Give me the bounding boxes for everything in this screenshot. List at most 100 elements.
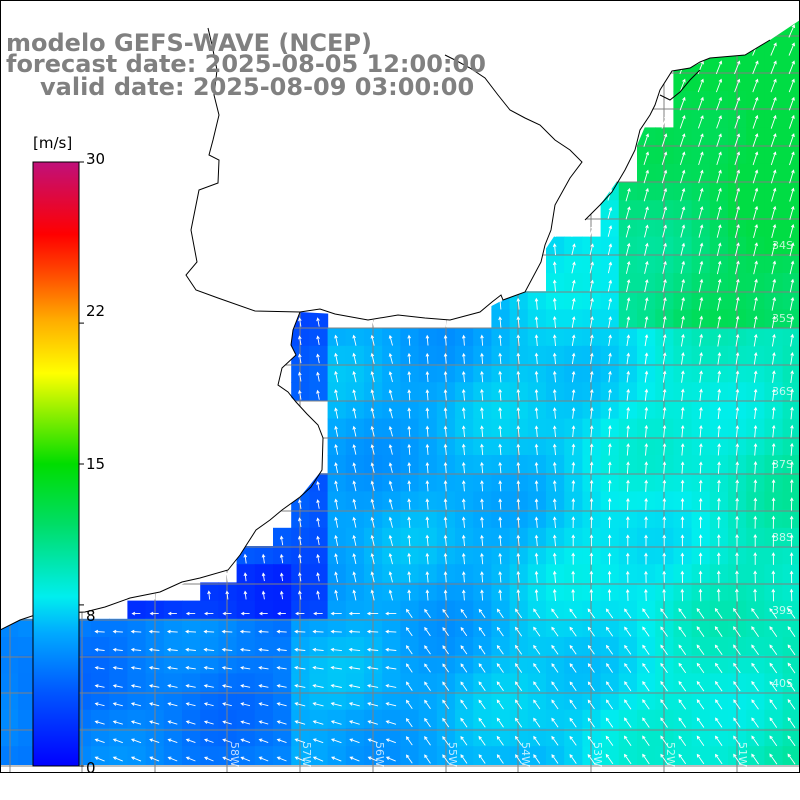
wind-arrow <box>534 443 539 456</box>
wind-arrow <box>716 570 721 584</box>
wind-arrow <box>334 553 339 564</box>
wind-arrow <box>203 629 215 634</box>
wind-arrow <box>660 735 668 747</box>
wind-speed-cell <box>600 709 620 729</box>
wind-speed-cell <box>618 709 638 729</box>
wind-speed-cell <box>309 327 329 347</box>
wind-arrow <box>443 498 448 510</box>
wind-arrow <box>334 334 339 346</box>
wind-arrow <box>753 497 758 511</box>
wind-arrow <box>589 243 594 256</box>
wind-speed-cell <box>273 582 292 602</box>
wind-arrow <box>94 720 105 725</box>
wind-speed-cell <box>673 709 693 729</box>
wind-arrow <box>113 611 123 616</box>
wind-speed-cell <box>746 582 765 602</box>
wind-arrow <box>771 424 776 438</box>
wind-speed-cell <box>273 655 292 674</box>
wind-arrow <box>388 534 393 547</box>
wind-speed-cell <box>291 546 310 565</box>
wind-arrow <box>662 497 667 511</box>
wind-speed-cell <box>309 600 329 620</box>
wind-arrow <box>660 680 668 692</box>
wind-arrow <box>243 590 248 600</box>
wind-arrow <box>407 516 411 528</box>
wind-arrow <box>753 461 758 475</box>
wind-arrow <box>352 352 357 365</box>
wind-speed-cell <box>163 746 183 765</box>
wind-arrow <box>644 516 648 529</box>
wind-arrow <box>388 407 393 419</box>
wind-arrow <box>733 662 741 674</box>
wind-speed-cell <box>709 218 729 238</box>
wind-arrow <box>624 681 632 692</box>
wind-speed-cell <box>673 127 693 147</box>
wind-arrow <box>587 663 595 673</box>
wind-arrow <box>753 242 759 257</box>
wind-arrow <box>534 552 539 565</box>
wind-speed-cell <box>109 618 128 638</box>
wind-arrow <box>735 388 740 401</box>
wind-speed-cell <box>527 728 547 747</box>
wind-arrow <box>752 96 759 111</box>
wind-speed-cell <box>291 746 310 765</box>
wind-arrow <box>552 297 557 310</box>
wind-arrow <box>698 151 704 166</box>
wind-arrow <box>735 497 739 511</box>
wind-speed-cell <box>655 691 674 711</box>
wind-arrow <box>221 666 233 670</box>
wind-speed-cell <box>691 236 711 256</box>
wind-arrow <box>624 626 632 637</box>
wind-speed-cell <box>764 236 784 256</box>
wind-arrow <box>552 588 557 602</box>
wind-arrow <box>112 738 123 744</box>
wind-speed-cell <box>509 746 529 765</box>
wind-arrow <box>514 681 523 692</box>
wind-arrow <box>790 370 794 383</box>
wind-speed-cell <box>673 746 693 765</box>
wind-arrow <box>533 699 541 710</box>
wind-arrow <box>552 480 557 492</box>
wind-arrow <box>443 370 448 383</box>
wind-arrow <box>551 608 559 619</box>
wind-arrow <box>696 644 705 656</box>
wind-arrow <box>185 629 197 634</box>
wind-arrow <box>185 756 196 762</box>
wind-arrow <box>552 516 557 528</box>
wind-arrow <box>330 684 342 688</box>
wind-arrow <box>425 389 430 401</box>
wind-arrow <box>407 552 411 565</box>
wind-speed-cell <box>564 618 583 638</box>
wind-arrow <box>662 352 667 365</box>
wind-arrow <box>589 570 594 583</box>
wind-arrow <box>680 296 685 311</box>
wind-arrow <box>678 644 687 656</box>
wind-arrow <box>425 443 430 455</box>
wind-arrow <box>735 260 740 275</box>
wind-arrow <box>534 480 539 492</box>
wind-speed-cell <box>764 582 784 602</box>
wind-arrow <box>352 589 357 601</box>
wind-arrow <box>680 497 685 511</box>
wind-speed-cell <box>764 163 784 183</box>
wind-arrow <box>789 479 794 493</box>
wind-speed-cell <box>291 582 310 602</box>
wind-arrow <box>222 756 232 762</box>
wind-arrow <box>753 588 757 602</box>
wind-speed-cell <box>309 309 329 329</box>
wind-arrow <box>442 736 450 746</box>
wind-arrow <box>533 754 541 764</box>
wind-arrow <box>698 260 704 275</box>
wind-arrow <box>130 756 142 762</box>
wind-arrow <box>789 533 794 547</box>
wind-speed-cell <box>91 673 110 693</box>
wind-arrow <box>348 647 361 652</box>
wind-speed-cell <box>127 655 147 674</box>
wind-speed-cell <box>109 728 128 747</box>
wind-arrow <box>789 297 795 311</box>
wind-arrow <box>312 665 324 670</box>
wind-speed-cell <box>473 673 492 693</box>
wind-arrow <box>771 315 776 329</box>
wind-speed-cell <box>163 709 183 729</box>
